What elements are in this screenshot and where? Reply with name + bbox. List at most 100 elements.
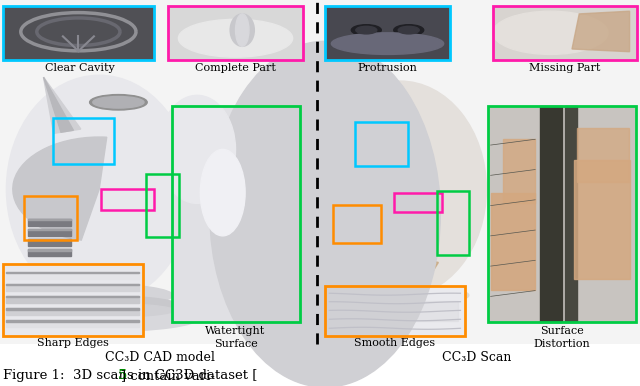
Bar: [394, 193, 442, 212]
Bar: [437, 191, 469, 255]
Bar: [325, 286, 465, 336]
Polygon shape: [374, 210, 390, 230]
Bar: [488, 106, 636, 322]
Ellipse shape: [90, 95, 147, 110]
Bar: [28, 229, 71, 230]
Bar: [6, 320, 138, 327]
Bar: [3, 264, 143, 336]
Bar: [325, 286, 465, 336]
Bar: [28, 229, 71, 236]
Polygon shape: [348, 77, 383, 133]
Polygon shape: [348, 77, 376, 132]
Bar: [168, 6, 303, 60]
Ellipse shape: [356, 26, 377, 34]
Ellipse shape: [159, 95, 236, 203]
Ellipse shape: [314, 81, 486, 297]
Bar: [146, 174, 179, 237]
Bar: [101, 189, 154, 210]
Text: 5: 5: [118, 369, 127, 382]
Bar: [172, 106, 300, 322]
Text: Protrusion: Protrusion: [357, 63, 417, 73]
Bar: [574, 160, 630, 279]
Ellipse shape: [332, 33, 444, 54]
Bar: [577, 128, 628, 182]
Ellipse shape: [332, 285, 468, 306]
Ellipse shape: [394, 25, 424, 36]
Bar: [325, 6, 450, 60]
Bar: [488, 106, 636, 322]
Bar: [493, 6, 637, 60]
Ellipse shape: [230, 14, 254, 46]
Ellipse shape: [6, 305, 198, 332]
Bar: [325, 6, 450, 60]
Ellipse shape: [24, 303, 174, 317]
Ellipse shape: [236, 14, 249, 46]
Bar: [3, 6, 154, 60]
Bar: [6, 284, 138, 285]
Ellipse shape: [26, 284, 173, 306]
Bar: [168, 6, 303, 60]
Bar: [502, 139, 535, 203]
Ellipse shape: [493, 11, 608, 54]
Text: Watertight
Surface: Watertight Surface: [205, 326, 266, 349]
Wedge shape: [13, 137, 107, 240]
Polygon shape: [572, 11, 630, 52]
Text: Figure 1:  3D scans in CC3D dataset [: Figure 1: 3D scans in CC3D dataset [: [3, 369, 257, 382]
Bar: [6, 284, 138, 291]
Ellipse shape: [22, 296, 176, 313]
Bar: [6, 308, 138, 315]
Ellipse shape: [179, 19, 292, 57]
Wedge shape: [323, 143, 406, 234]
Text: Smooth Edges: Smooth Edges: [355, 338, 435, 348]
Bar: [6, 296, 138, 297]
Text: CC₃D CAD model: CC₃D CAD model: [105, 350, 215, 364]
Bar: [488, 106, 636, 322]
Bar: [6, 272, 138, 279]
Ellipse shape: [6, 75, 192, 303]
Bar: [493, 6, 637, 60]
Bar: [332, 301, 458, 321]
Bar: [3, 6, 154, 60]
Bar: [565, 106, 577, 322]
Text: ] contain vari-: ] contain vari-: [121, 369, 215, 382]
Bar: [6, 272, 138, 273]
Bar: [28, 239, 71, 240]
Bar: [0, 0, 640, 344]
Bar: [540, 106, 562, 322]
Ellipse shape: [210, 41, 440, 386]
Bar: [28, 219, 71, 220]
Bar: [172, 106, 300, 322]
Bar: [53, 118, 114, 164]
Bar: [3, 264, 143, 336]
Text: Surface
Distortion: Surface Distortion: [534, 326, 590, 349]
Bar: [6, 308, 138, 310]
Bar: [6, 320, 138, 322]
Bar: [6, 296, 138, 303]
Bar: [491, 193, 535, 290]
Polygon shape: [44, 77, 74, 132]
Text: Clear Cavity: Clear Cavity: [45, 63, 115, 73]
Bar: [28, 249, 71, 256]
Bar: [3, 6, 154, 60]
Text: Sharp Edges: Sharp Edges: [37, 338, 109, 348]
Bar: [333, 205, 381, 243]
Text: Missing Part: Missing Part: [529, 63, 600, 73]
Bar: [493, 6, 637, 60]
Polygon shape: [371, 201, 438, 266]
Polygon shape: [396, 257, 438, 278]
Bar: [172, 106, 300, 322]
Bar: [28, 239, 71, 246]
Ellipse shape: [351, 25, 381, 36]
Bar: [24, 196, 77, 240]
Ellipse shape: [93, 96, 144, 108]
Polygon shape: [44, 77, 81, 134]
Bar: [28, 249, 71, 251]
Bar: [355, 122, 408, 166]
Text: Complete Part: Complete Part: [195, 63, 276, 73]
Ellipse shape: [398, 26, 419, 34]
Bar: [325, 6, 450, 60]
Text: CC₃D Scan: CC₃D Scan: [442, 350, 511, 364]
Bar: [28, 219, 71, 226]
Ellipse shape: [200, 149, 245, 236]
Bar: [168, 6, 303, 60]
